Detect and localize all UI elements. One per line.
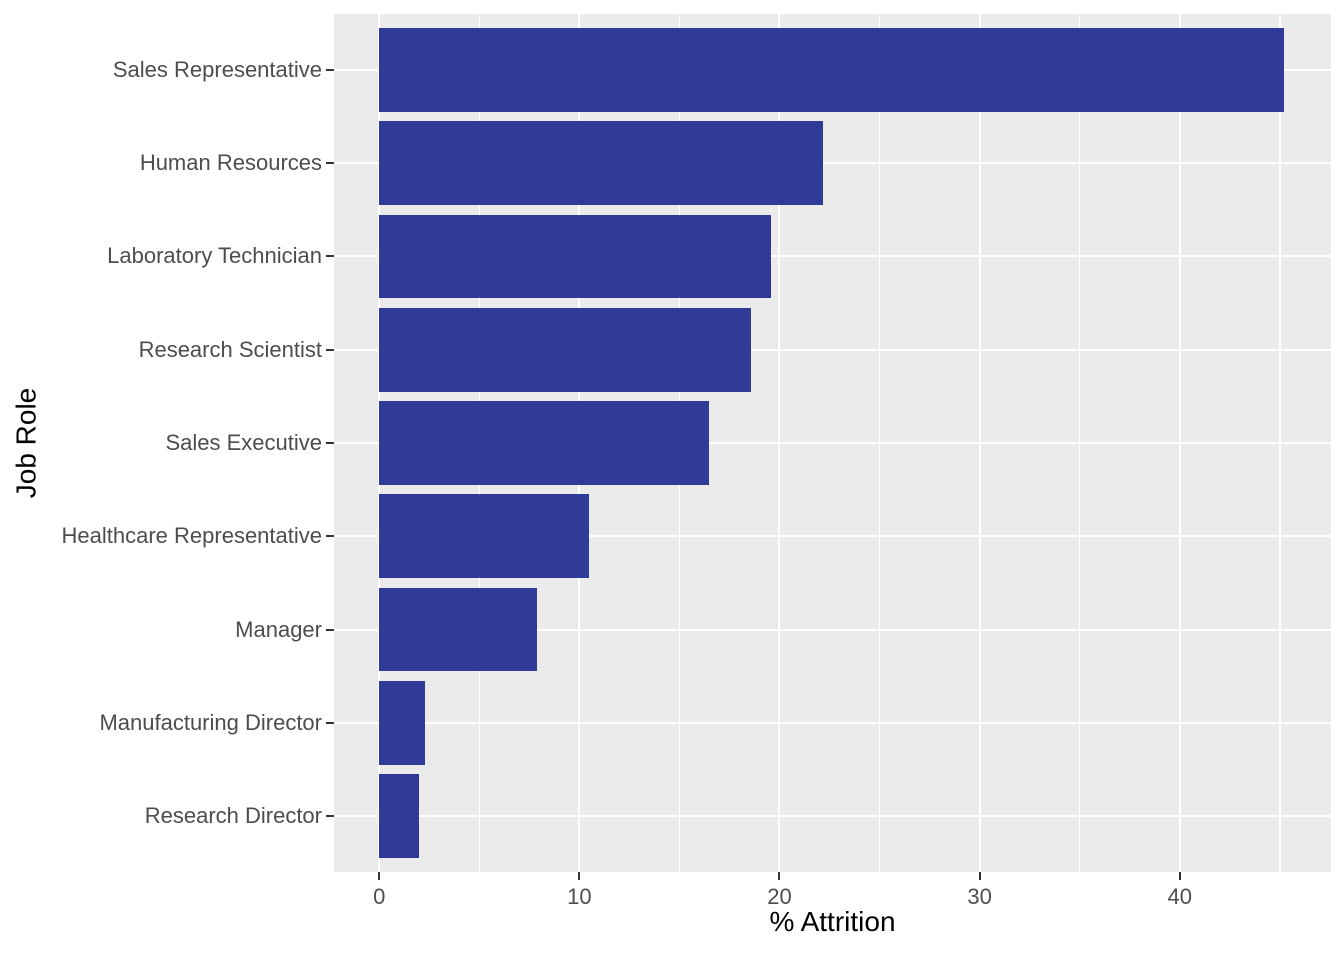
y-tick-manager — [326, 628, 334, 631]
x-tick-label-0: 0 — [373, 884, 386, 909]
y-tick-laboratory-technician — [326, 255, 334, 258]
y-tick-label-sales-representative: Sales Representative — [112, 56, 322, 82]
row-gridline-healthcare-representative — [334, 535, 1331, 538]
y-tick-healthcare-representative — [326, 535, 334, 538]
y-tick-label-healthcare-representative: Healthcare Representative — [61, 523, 322, 549]
y-tick-manufacturing-director — [326, 721, 334, 724]
row-gridline-laboratory-technician — [334, 255, 1331, 258]
y-tick-label-research-scientist: Research Scientist — [138, 336, 322, 362]
y-tick-label-sales-executive: Sales Executive — [165, 430, 322, 455]
x-tick-label-20: 20 — [767, 884, 792, 909]
y-tick-human-resources — [326, 162, 334, 165]
row-gridline-human-resources — [334, 162, 1331, 165]
y-tick-sales-executive — [326, 442, 334, 444]
x-tick-40 — [1178, 872, 1181, 880]
bar-healthcare-representative — [379, 494, 590, 579]
row-gridline-research-director — [334, 815, 1331, 818]
y-tick-research-director — [326, 815, 334, 818]
y-tick-label-human-resources: Human Resources — [139, 150, 322, 176]
y-tick-label-laboratory-technician: Laboratory Technician — [107, 243, 322, 269]
row-gridline-manufacturing-director — [334, 721, 1331, 724]
x-tick-10 — [578, 872, 581, 880]
y-tick-label-manufacturing-director: Manufacturing Director — [99, 709, 322, 735]
x-axis-title: % Attrition — [769, 906, 896, 937]
bar-manufacturing-director — [379, 680, 426, 765]
row-gridline-research-scientist — [334, 348, 1331, 351]
bar-research-director — [379, 774, 420, 858]
x-tick-label-10: 10 — [567, 884, 592, 909]
plot-panel — [334, 14, 1331, 872]
y-tick-research-scientist — [326, 348, 334, 351]
bar-sales-executive — [379, 401, 710, 485]
y-tick-label-manager: Manager — [235, 616, 322, 642]
row-gridline-manager — [334, 628, 1331, 631]
x-tick-0 — [378, 872, 381, 880]
x-tick-30 — [978, 872, 981, 880]
bar-sales-representative — [379, 27, 1284, 112]
x-tick-20 — [778, 872, 781, 880]
bar-human-resources — [379, 121, 824, 206]
y-tick-sales-representative — [326, 68, 334, 71]
x-tick-label-40: 40 — [1167, 884, 1192, 909]
bar-laboratory-technician — [379, 214, 772, 299]
bar-research-scientist — [379, 307, 752, 392]
row-gridline-sales-executive — [334, 442, 1331, 444]
bar-manager — [379, 587, 538, 672]
x-tick-label-30: 30 — [967, 884, 992, 909]
y-tick-label-research-director: Research Director — [144, 803, 322, 829]
